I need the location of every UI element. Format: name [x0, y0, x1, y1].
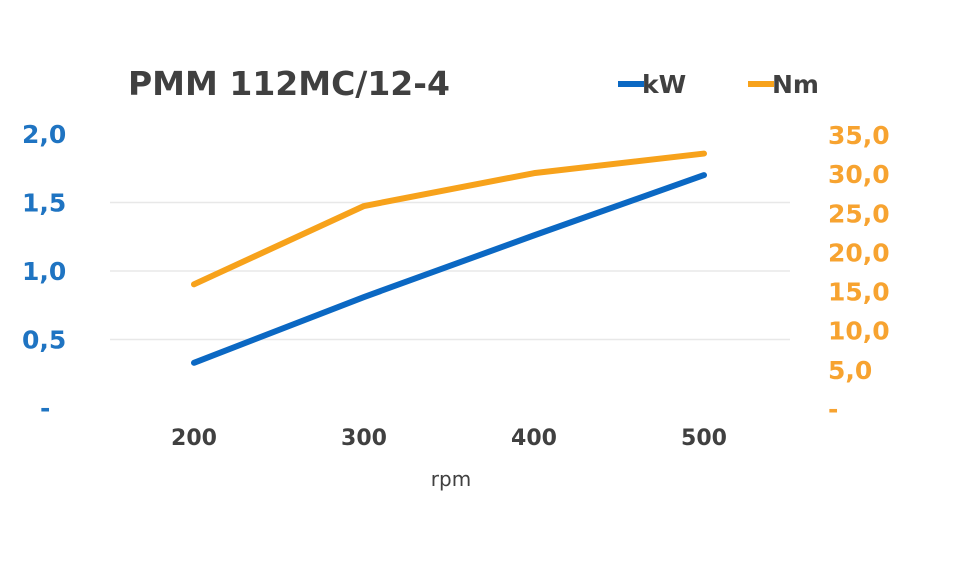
x-axis-label: rpm [431, 467, 471, 491]
y-left-tick-label: 1,0 [22, 257, 66, 286]
y-axis-left: - 0,5 1,0 1,5 2,0 [22, 120, 66, 423]
gridlines [110, 201, 790, 341]
series-line-nm [191, 150, 707, 288]
y-right-tick-label: - [828, 395, 838, 424]
y-right-tick-label: 20,0 [828, 238, 890, 267]
legend-label: Nm [772, 70, 819, 99]
x-tick-label: 500 [681, 426, 727, 451]
x-tick-label: 400 [511, 426, 557, 451]
y-right-tick-label: 25,0 [828, 199, 890, 228]
y-left-tick-label: 0,5 [22, 326, 66, 355]
x-tick-label: 200 [171, 426, 217, 451]
x-tick-label: 300 [341, 426, 387, 451]
legend-label: kW [642, 70, 686, 99]
y-right-tick-label: 10,0 [828, 317, 890, 346]
y-right-tick-label: 30,0 [828, 160, 890, 189]
legend: kW Nm [618, 70, 819, 99]
y-left-tick-label: 2,0 [22, 120, 66, 149]
y-right-tick-label: 5,0 [828, 356, 872, 385]
chart-title: PMM 112MC/12-4 [128, 64, 450, 103]
series-lines [191, 150, 707, 366]
series-line-kw [191, 172, 707, 366]
y-left-tick-label: - [40, 394, 50, 423]
y-left-tick-label: 1,5 [22, 189, 66, 218]
y-right-tick-label: 15,0 [828, 278, 890, 307]
x-axis: 200 300 400 500 [171, 426, 727, 451]
y-axis-right: - 5,0 10,0 15,0 20,0 25,0 30,0 35,0 [828, 121, 890, 424]
y-right-tick-label: 35,0 [828, 121, 890, 150]
